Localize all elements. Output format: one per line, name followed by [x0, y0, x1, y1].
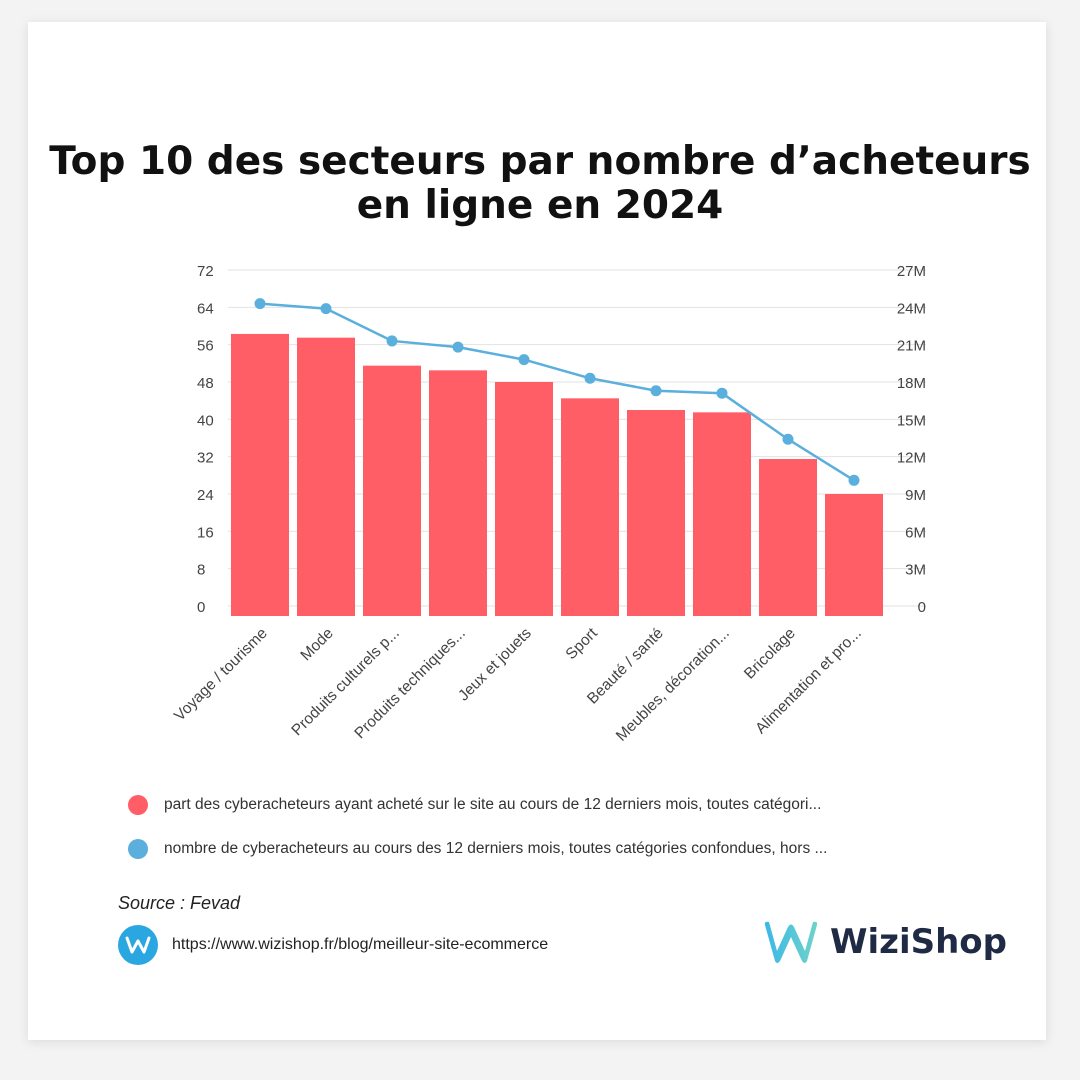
y-right-tick-label: 6M [905, 524, 926, 541]
wizishop-badge-icon [118, 925, 158, 965]
line-point [650, 385, 662, 397]
y-left-tick-label: 56 [197, 338, 214, 355]
legend-item-bars: part des cyberacheteurs ayant acheté sur… [128, 792, 821, 818]
line-point [782, 433, 794, 445]
bar [495, 382, 553, 616]
series-line [259, 302, 855, 482]
legend-label-line: nombre de cyberacheteurs au cours des 12… [164, 840, 828, 857]
legend-dot-red-icon [128, 795, 148, 815]
line-point [452, 341, 464, 353]
legend-dot-blue-icon [128, 839, 148, 859]
bar [231, 333, 289, 616]
y-left-tick-label: 40 [197, 412, 214, 429]
y-right-tick-label: 12M [897, 450, 926, 467]
blog-link-row[interactable]: https://www.wizishop.fr/blog/meilleur-si… [118, 925, 548, 965]
source-note: Source : Fevad [118, 893, 241, 913]
bar [759, 459, 817, 616]
wizishop-logo: WiziShop [760, 915, 1007, 969]
x-category-label: Bricolage [741, 625, 799, 683]
bar [825, 494, 883, 616]
y-left-tick-label: 48 [197, 375, 214, 392]
y-right-tick-label: 0 [918, 599, 926, 616]
line-point [716, 387, 728, 399]
legend-label-bars: part des cyberacheteurs ayant acheté sur… [164, 796, 822, 813]
y-right-tick-label: 15M [897, 412, 926, 429]
x-category-label: Mode [297, 625, 336, 664]
y-left-tick-label: 72 [197, 263, 214, 280]
y-right-tick-label: 27M [897, 263, 926, 280]
chart-title-line2: en ligne en 2024 [356, 183, 724, 228]
line-point [584, 372, 596, 384]
bar [627, 410, 685, 616]
x-category-label: Sport [563, 624, 602, 663]
bar [297, 337, 355, 616]
line-point [518, 354, 530, 366]
y-left-tick-label: 0 [197, 599, 205, 616]
bar [561, 398, 619, 616]
line-point [254, 298, 266, 310]
x-category-label: Produits techniques... [351, 625, 468, 742]
y-right-tick-label: 24M [897, 300, 926, 317]
bar [429, 370, 487, 616]
y-right-tick-label: 21M [897, 338, 926, 355]
bar [693, 412, 751, 616]
y-left-tick-label: 8 [197, 562, 205, 579]
y-left-tick-label: 24 [197, 487, 214, 504]
y-left-tick-label: 64 [197, 300, 214, 317]
wizishop-logo-mark-icon [764, 921, 818, 963]
x-category-label: Voyage / tourisme [171, 625, 271, 725]
y-right-tick-label: 18M [897, 375, 926, 392]
blog-link-url[interactable]: https://www.wizishop.fr/blog/meilleur-si… [172, 936, 549, 953]
x-category-label: Produits culturels p... [288, 625, 402, 739]
legend-item-line: nombre de cyberacheteurs au cours des 12… [128, 836, 827, 862]
x-category-label: Meubles, décoration... [613, 625, 733, 745]
line-point [848, 474, 860, 486]
chart-title: Top 10 des secteurs par nombre d’acheteu… [0, 140, 1080, 228]
brand-name: WiziShop [830, 922, 1007, 962]
chart-title-line1: Top 10 des secteurs par nombre d’acheteu… [49, 139, 1031, 184]
y-left-tick-label: 32 [197, 450, 214, 467]
bar [363, 365, 421, 616]
y-right-tick-label: 9M [905, 487, 926, 504]
y-left-tick-label: 16 [197, 524, 214, 541]
y-right-tick-label: 3M [905, 562, 926, 579]
line-point [320, 303, 332, 315]
line-point [386, 335, 398, 347]
